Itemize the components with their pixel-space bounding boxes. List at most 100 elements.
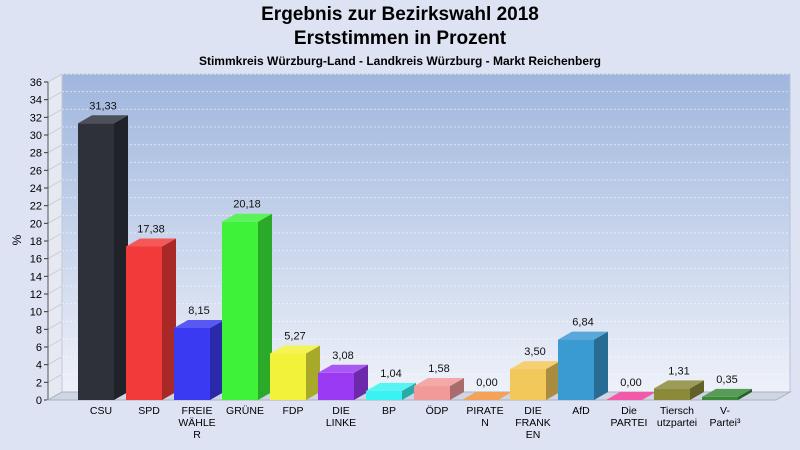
bar-side	[402, 382, 416, 400]
bar-side	[594, 331, 608, 400]
data-label: 8,15	[188, 305, 209, 317]
data-label: 0,00	[476, 377, 497, 389]
x-tick-label: DIE LINKE	[326, 405, 356, 429]
gridline-side	[47, 250, 63, 260]
bar	[510, 369, 546, 400]
x-tick-label: FDP	[283, 405, 304, 417]
bar-top	[510, 361, 560, 370]
x-tick-label: ÖDP	[426, 405, 449, 417]
data-label: 6,84	[572, 317, 593, 329]
data-label: 0,35	[716, 374, 737, 386]
bar-side	[258, 213, 272, 400]
gridline-side	[47, 356, 63, 366]
bar	[702, 396, 738, 400]
x-tick-label: DIE FRANK EN	[515, 405, 551, 441]
bar-side	[210, 320, 224, 400]
data-label: 31,33	[89, 100, 117, 112]
data-label: 0,00	[620, 377, 641, 389]
gridline-side	[47, 179, 63, 189]
x-tick-label: Tiersch utzpartei	[657, 405, 697, 429]
bar-side	[354, 364, 368, 400]
y-tick-label: 14	[30, 271, 42, 283]
bar-side	[162, 238, 176, 400]
bar-top	[78, 115, 128, 124]
gridline-side	[47, 373, 63, 383]
data-label: 3,50	[524, 346, 545, 358]
data-label: 17,38	[137, 223, 165, 235]
gridline-side	[47, 126, 63, 136]
data-label: 3,08	[332, 350, 353, 362]
gridline-side	[47, 214, 63, 224]
y-tick-label: 16	[30, 254, 42, 266]
bar-top	[654, 380, 704, 389]
gridline-side	[47, 285, 63, 295]
x-tick-label: FREIE WÄHLE R	[178, 405, 215, 441]
x-tick-label: BP	[382, 405, 396, 417]
bar-top	[318, 364, 368, 373]
bar-side	[450, 378, 464, 400]
data-label: 1,58	[428, 363, 449, 375]
y-tick-label: 8	[36, 324, 42, 336]
bar	[126, 246, 162, 400]
y-tick-label: 30	[30, 130, 42, 142]
bar-top	[462, 392, 512, 400]
bar-top	[606, 392, 656, 400]
bar-top	[126, 238, 176, 247]
y-tick-label: 34	[30, 95, 42, 107]
chart-title: Ergebnis zur Bezirkswahl 2018	[261, 4, 539, 25]
x-tick-label: V-Partei³	[710, 405, 741, 429]
bar-top	[222, 213, 272, 222]
bar	[222, 221, 258, 400]
gridline-side	[47, 91, 63, 101]
data-label: 20,18	[233, 199, 261, 211]
bar-top	[174, 320, 224, 329]
y-tick-label: 18	[30, 236, 42, 248]
x-tick-label: GRÜNE	[226, 405, 264, 417]
bar-top	[414, 378, 464, 387]
x-tick-label: CSU	[90, 405, 112, 417]
y-axis-label: %	[10, 234, 24, 245]
data-label: 5,27	[284, 330, 305, 342]
bar-top	[558, 331, 608, 340]
chart-subtitle: Erststimmen in Prozent	[293, 28, 507, 49]
y-tick-label: 22	[30, 201, 42, 213]
bar-side	[114, 115, 128, 401]
gridline-side	[47, 303, 63, 313]
x-tick-label: SPD	[138, 405, 160, 417]
chart-caption: Stimmkreis Würzburg-Land - Landkreis Wür…	[198, 54, 602, 68]
gridline-side	[47, 320, 63, 330]
y-tick-label: 4	[36, 360, 42, 372]
bar-side	[738, 388, 752, 400]
bar-side	[690, 380, 704, 400]
bar	[270, 353, 306, 400]
bar-side	[546, 361, 560, 400]
bar	[78, 123, 114, 401]
gridline-side	[47, 108, 63, 118]
y-tick-label: 6	[36, 342, 42, 354]
bar	[558, 339, 594, 400]
y-tick-label: 20	[30, 218, 42, 230]
y-tick-label: 0	[36, 395, 42, 407]
gridline-side	[47, 73, 63, 83]
bar-top	[270, 345, 320, 354]
bar	[318, 372, 354, 400]
gridline-side	[47, 197, 63, 207]
y-tick-label: 2	[36, 377, 42, 389]
y-tick-label: 36	[30, 77, 42, 89]
bar	[654, 388, 690, 400]
data-label: 1,31	[668, 365, 689, 377]
x-tick-label: Die PARTEI	[611, 405, 648, 429]
bar	[366, 390, 402, 400]
bar-side	[306, 345, 320, 400]
bar	[174, 328, 210, 400]
gridline-side	[47, 144, 63, 154]
y-tick-label: 24	[30, 183, 42, 195]
bar-top	[702, 388, 752, 397]
y-tick-label: 32	[30, 112, 42, 124]
y-tick-label: 26	[30, 165, 42, 177]
gridline-side	[47, 161, 63, 171]
gridline-side	[47, 232, 63, 242]
gridline-side	[47, 338, 63, 348]
y-tick-label: 28	[30, 148, 42, 160]
